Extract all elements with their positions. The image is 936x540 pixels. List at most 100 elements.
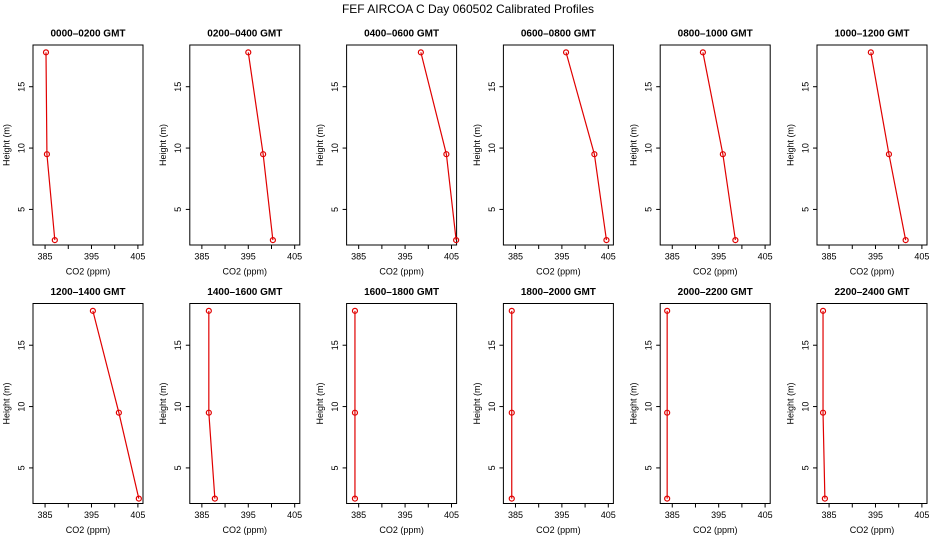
- x-tick-label: 395: [554, 510, 569, 520]
- x-axis-label: CO2 (ppm): [850, 525, 895, 535]
- data-point: [417, 49, 424, 56]
- profile-line: [565, 52, 608, 241]
- data-point: [211, 495, 218, 502]
- x-axis-label: CO2 (ppm): [693, 266, 738, 276]
- y-tick-label: 15: [644, 340, 654, 350]
- profile-line: [92, 310, 140, 499]
- x-tick-label: 385: [38, 510, 53, 520]
- panel: 1200–1400 GMT CO2 (ppm) Height (m) 385 395 40…: [1, 287, 145, 535]
- x-tick-label: 385: [194, 510, 209, 520]
- y-tick-label: 5: [330, 207, 340, 212]
- x-tick-label: 405: [758, 251, 773, 261]
- data-point: [508, 307, 515, 314]
- x-axis-label: CO2 (ppm): [379, 525, 424, 535]
- x-tick-label: 395: [398, 251, 413, 261]
- data-point: [664, 495, 671, 502]
- y-tick-label: 10: [173, 402, 183, 412]
- x-tick-label: 385: [194, 251, 209, 261]
- x-tick-label: 405: [287, 251, 302, 261]
- x-tick-label: 395: [241, 251, 256, 261]
- data-point: [732, 236, 739, 244]
- plot-frame: [189, 44, 301, 246]
- y-tick-label: 5: [800, 465, 810, 470]
- y-tick-label: 10: [16, 143, 26, 153]
- data-point: [885, 151, 893, 158]
- panel: 1800–2000 GMT CO2 (ppm) Height (m) 385 395 40…: [472, 287, 616, 535]
- panel-title: 2200–2400 GMT: [834, 287, 909, 298]
- data-point: [245, 49, 252, 56]
- data-point: [135, 495, 142, 502]
- x-axis-label: CO2 (ppm): [850, 266, 895, 276]
- y-tick-label: 15: [330, 340, 340, 350]
- y-axis-label: Height (m): [1, 124, 11, 166]
- panel-title: 0200–0400 GMT: [207, 29, 282, 40]
- data-point: [819, 409, 827, 416]
- profile-line: [45, 52, 56, 241]
- profile-line: [822, 310, 826, 499]
- x-tick-label: 385: [665, 251, 680, 261]
- y-axis-label: Height (m): [472, 382, 482, 424]
- x-axis-label: CO2 (ppm): [536, 266, 581, 276]
- plot-frame: [189, 303, 301, 504]
- y-tick-label: 5: [16, 207, 26, 212]
- y-tick-label: 15: [644, 82, 654, 92]
- panel-title: 0800–1000 GMT: [678, 29, 753, 40]
- plot-frame: [816, 44, 928, 246]
- panel: 2200–2400 GMT CO2 (ppm) Height (m) 385 395 40…: [785, 287, 929, 535]
- panel: 1000–1200 GMT CO2 (ppm) Height (m) 385 395 40…: [785, 29, 929, 277]
- y-tick-label: 10: [644, 143, 654, 153]
- panel-title: 1200–1400 GMT: [50, 287, 125, 298]
- x-axis-label: CO2 (ppm): [66, 266, 111, 276]
- x-tick-label: 405: [601, 510, 616, 520]
- panel-title: 1800–2000 GMT: [521, 287, 596, 298]
- x-tick-label: 385: [508, 251, 523, 261]
- panel: 1600–1800 GMT CO2 (ppm) Height (m) 385 395 40…: [315, 287, 459, 535]
- profile-line: [870, 52, 907, 241]
- y-tick-label: 15: [16, 340, 26, 350]
- y-tick-label: 15: [173, 82, 183, 92]
- panel: 1400–1600 GMT CO2 (ppm) Height (m) 385 395 40…: [158, 287, 302, 535]
- y-axis-label: Height (m): [785, 382, 795, 424]
- plot-frame: [32, 44, 144, 246]
- panel: 0800–1000 GMT CO2 (ppm) Height (m) 385 395 40…: [629, 29, 773, 277]
- x-tick-label: 395: [868, 251, 883, 261]
- plot-frame: [346, 303, 458, 504]
- x-tick-label: 405: [758, 510, 773, 520]
- x-axis-label: CO2 (ppm): [66, 525, 111, 535]
- y-tick-label: 5: [487, 207, 497, 212]
- y-axis-label: Height (m): [158, 124, 168, 166]
- data-point: [453, 236, 460, 244]
- data-point: [664, 307, 671, 314]
- data-point: [603, 236, 610, 244]
- x-tick-label: 405: [130, 251, 145, 261]
- x-axis-label: CO2 (ppm): [693, 525, 738, 535]
- x-tick-label: 395: [554, 251, 569, 261]
- y-tick-label: 15: [800, 340, 810, 350]
- profile-line: [702, 52, 736, 241]
- y-axis-label: Height (m): [158, 382, 168, 424]
- panel-title: 2000–2200 GMT: [678, 287, 753, 298]
- x-tick-label: 385: [38, 251, 53, 261]
- panel-title: 0000–0200 GMT: [50, 29, 125, 40]
- y-tick-label: 15: [330, 82, 340, 92]
- y-tick-label: 5: [16, 465, 26, 470]
- plot-frame: [346, 44, 458, 246]
- data-point: [562, 49, 570, 56]
- y-axis-label: Height (m): [472, 124, 482, 166]
- y-tick-label: 5: [644, 207, 654, 212]
- y-tick-label: 10: [800, 402, 810, 412]
- plot-frame: [502, 44, 614, 246]
- plot-frame: [32, 303, 144, 504]
- x-tick-label: 405: [287, 510, 302, 520]
- y-tick-label: 5: [173, 207, 183, 212]
- x-tick-label: 385: [665, 510, 680, 520]
- panel-title: 0400–0600 GMT: [364, 29, 439, 40]
- figure-title: FEF AIRCOA C Day 060502 Calibrated Profi…: [342, 2, 594, 16]
- x-axis-label: CO2 (ppm): [379, 266, 424, 276]
- y-tick-label: 15: [173, 340, 183, 350]
- data-point: [664, 409, 671, 416]
- x-tick-label: 405: [444, 510, 459, 520]
- x-axis-label: CO2 (ppm): [223, 266, 268, 276]
- y-tick-label: 10: [173, 143, 183, 153]
- panel: 2000–2200 GMT CO2 (ppm) Height (m) 385 395 40…: [629, 287, 773, 535]
